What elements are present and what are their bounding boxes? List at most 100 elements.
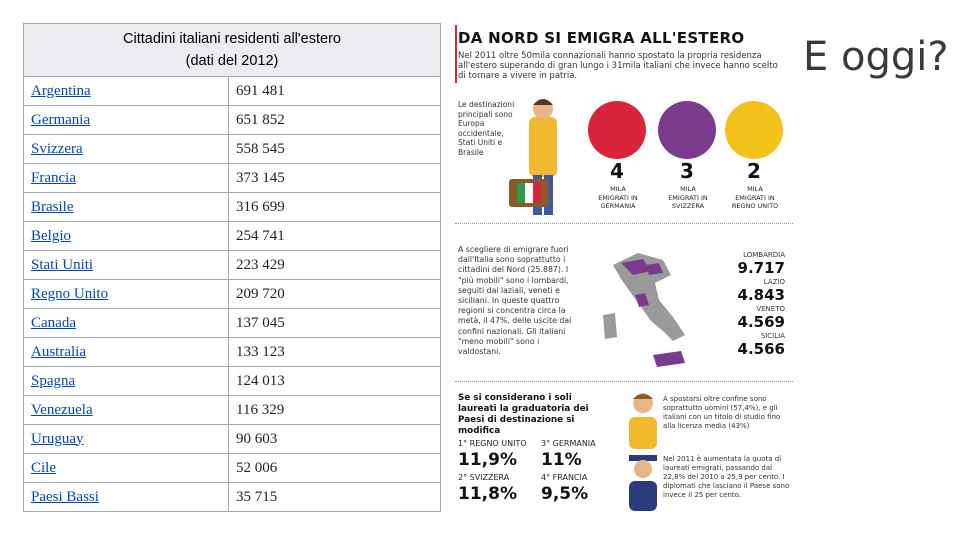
table-row: Francia 373 145 bbox=[23, 163, 441, 193]
country-mila-label: MILA bbox=[610, 185, 626, 193]
region-name: LOMBARDIA bbox=[743, 251, 785, 259]
country-link[interactable]: Svizzera bbox=[31, 140, 83, 157]
region-value: 4.569 bbox=[737, 313, 785, 331]
country-link[interactable]: Paesi Bassi bbox=[31, 488, 99, 505]
resident-count: 124 013 bbox=[228, 366, 441, 396]
resident-count: 373 145 bbox=[228, 163, 441, 193]
table-caption: Cittadini italiani residenti all'estero … bbox=[23, 23, 441, 77]
italy-map bbox=[603, 253, 685, 367]
country-cell: Uruguay bbox=[23, 424, 229, 454]
table-row: Venezuela 116 329 bbox=[23, 395, 441, 425]
slide-title: E oggi? bbox=[803, 34, 949, 80]
country-emigrants-number: 2 bbox=[747, 159, 761, 183]
country-link[interactable]: Belgio bbox=[31, 227, 71, 244]
resident-count: 116 329 bbox=[228, 395, 441, 425]
country-cell: Venezuela bbox=[23, 395, 229, 425]
divider-2 bbox=[455, 381, 793, 382]
table-row: Spagna 124 013 bbox=[23, 366, 441, 396]
man-illustration bbox=[629, 393, 657, 449]
graduates-percentage: 9,5% bbox=[541, 484, 589, 504]
country-link[interactable]: Brasile bbox=[31, 198, 74, 215]
country-link[interactable]: Francia bbox=[31, 169, 76, 186]
table-row: Argentina 691 481 bbox=[23, 76, 441, 106]
country-mila-label: MILA bbox=[680, 185, 696, 193]
country-circle-icon bbox=[658, 101, 716, 159]
emigrants-table-container: Cittadini italiani residenti all'estero … bbox=[23, 23, 441, 512]
country-link[interactable]: Uruguay bbox=[31, 430, 84, 447]
note-graduates: Nel 2011 è aumentata la quota di laureat… bbox=[663, 455, 790, 499]
country-emigrants-label: EMIGRATI IN SVIZZERA bbox=[668, 194, 708, 210]
country-link[interactable]: Stati Uniti bbox=[31, 256, 94, 273]
table-row: Germania 651 852 bbox=[23, 105, 441, 135]
country-link[interactable]: Australia bbox=[31, 343, 86, 360]
country-link[interactable]: Regno Unito bbox=[31, 285, 109, 302]
country-mila-label: MILA bbox=[747, 185, 763, 193]
country-cell: Paesi Bassi bbox=[23, 482, 229, 512]
resident-count: 35 715 bbox=[228, 482, 441, 512]
intro-accent-bar bbox=[455, 25, 457, 83]
emigrants-table: Cittadini italiani residenti all'estero … bbox=[23, 23, 441, 512]
resident-count: 316 699 bbox=[228, 192, 441, 222]
resident-count: 90 603 bbox=[228, 424, 441, 454]
resident-count: 254 741 bbox=[228, 221, 441, 251]
graduate-illustration bbox=[629, 455, 657, 511]
infographic-intro: Nel 2011 oltre 50mila connazionali hanno… bbox=[458, 51, 778, 81]
table-row: Svizzera 558 545 bbox=[23, 134, 441, 164]
country-emigrants-label: EMIGRATI IN REGNO UNITO bbox=[731, 194, 779, 210]
resident-count: 52 006 bbox=[228, 453, 441, 483]
country-emigrants-number: 4 bbox=[610, 159, 624, 183]
graduates-rank-label: 4° FRANCIA bbox=[541, 473, 588, 482]
regions-text: A scegliere di emigrare fuori dall'Itali… bbox=[458, 245, 572, 357]
country-emigrants-label: EMIGRATI IN GERMANIA bbox=[598, 194, 638, 210]
country-link[interactable]: Canada bbox=[31, 314, 76, 331]
graduates-title: Se si considerano i soli laureati la gra… bbox=[458, 393, 589, 436]
country-cell: Stati Uniti bbox=[23, 250, 229, 280]
graduates-rank-label: 3° GERMANIA bbox=[541, 439, 596, 448]
resident-count: 133 123 bbox=[228, 337, 441, 367]
note-men: A spostarsi oltre confine sono soprattut… bbox=[663, 395, 781, 430]
country-link[interactable]: Germania bbox=[31, 111, 91, 128]
country-cell: Cile bbox=[23, 453, 229, 483]
destinations-text: Le destinazioni principali sono Europa o… bbox=[458, 100, 515, 157]
country-cell: Brasile bbox=[23, 192, 229, 222]
table-row: Brasile 316 699 bbox=[23, 192, 441, 222]
resident-count: 137 045 bbox=[228, 308, 441, 338]
table-row: Paesi Bassi 35 715 bbox=[23, 482, 441, 512]
caption-line-1: Cittadini italiani residenti all'estero bbox=[123, 31, 341, 47]
country-circle-icon bbox=[588, 101, 646, 159]
table-row: Australia 133 123 bbox=[23, 337, 441, 367]
resident-count: 223 429 bbox=[228, 250, 441, 280]
traveler-illustration bbox=[509, 99, 557, 215]
country-cell: Argentina bbox=[23, 76, 229, 106]
infographic-title: DA NORD SI EMIGRA ALL'ESTERO bbox=[458, 29, 745, 47]
table-body: Argentina 691 481 Germania 651 852 Svizzera 5… bbox=[23, 76, 441, 512]
infographic: DA NORD SI EMIGRA ALL'ESTERO Nel 2011 ol… bbox=[455, 25, 793, 515]
resident-count: 209 720 bbox=[228, 279, 441, 309]
table-row: Cile 52 006 bbox=[23, 453, 441, 483]
country-cell: Canada bbox=[23, 308, 229, 338]
country-cell: Francia bbox=[23, 163, 229, 193]
region-value: 4.843 bbox=[737, 286, 785, 304]
table-row: Stati Uniti 223 429 bbox=[23, 250, 441, 280]
country-cell: Australia bbox=[23, 337, 229, 367]
country-circle-icon bbox=[725, 101, 783, 159]
resident-count: 691 481 bbox=[228, 76, 441, 106]
country-cell: Spagna bbox=[23, 366, 229, 396]
country-link[interactable]: Cile bbox=[31, 459, 56, 476]
resident-count: 651 852 bbox=[228, 105, 441, 135]
caption-line-2: (dati del 2012) bbox=[185, 53, 279, 69]
graduates-rank-label: 1° REGNO UNITO bbox=[458, 439, 527, 448]
table-row: Regno Unito 209 720 bbox=[23, 279, 441, 309]
country-cell: Regno Unito bbox=[23, 279, 229, 309]
region-value: 9.717 bbox=[737, 259, 785, 277]
country-link[interactable]: Venezuela bbox=[31, 401, 93, 418]
table-row: Uruguay 90 603 bbox=[23, 424, 441, 454]
country-link[interactable]: Argentina bbox=[31, 82, 91, 99]
region-name: SICILIA bbox=[760, 332, 785, 340]
country-link[interactable]: Spagna bbox=[31, 372, 76, 389]
graduates-percentage: 11,9% bbox=[458, 450, 517, 470]
country-cell: Belgio bbox=[23, 221, 229, 251]
graduates-percentage: 11,8% bbox=[458, 484, 517, 504]
region-value: 4.566 bbox=[737, 340, 785, 358]
graduates-percentage: 11% bbox=[541, 450, 582, 470]
